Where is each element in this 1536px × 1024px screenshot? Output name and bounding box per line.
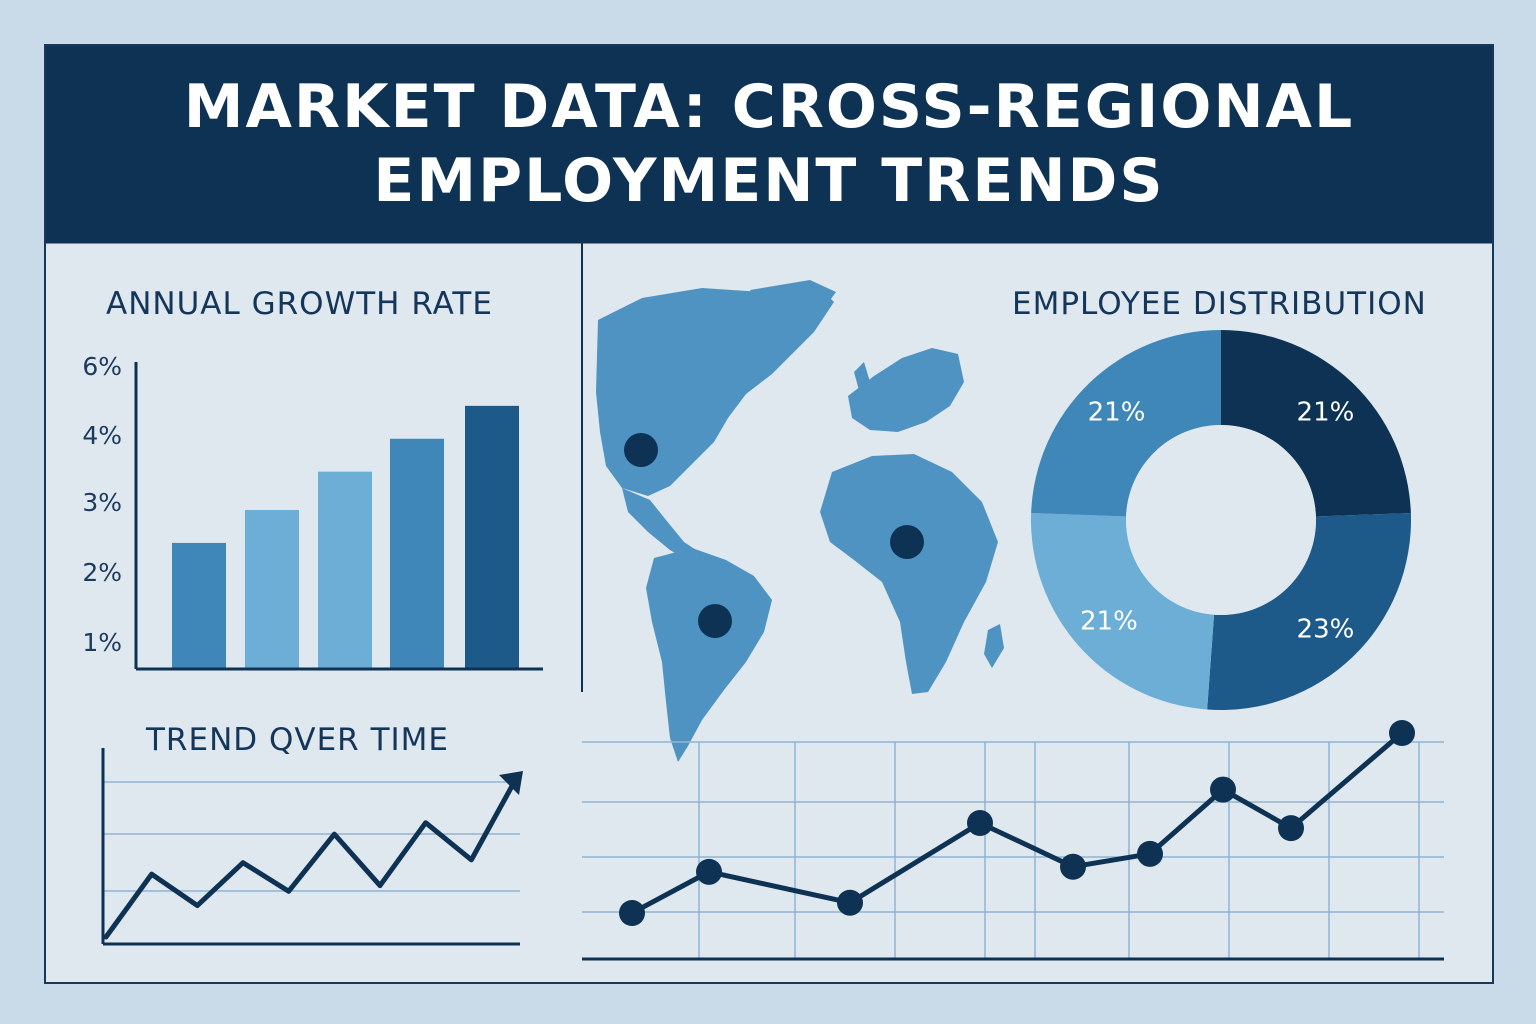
africa-shape: [820, 454, 998, 694]
trend-chart-title: TREND QVER TIME: [146, 722, 449, 758]
donut-chart-title: EMPLOYEE DISTRIBUTION: [1012, 286, 1427, 322]
regional-point: [1060, 853, 1086, 880]
regional-point: [696, 858, 722, 885]
regional-trend-line-chart: [582, 720, 1444, 961]
trend-arrowhead: [499, 771, 523, 795]
map-marker-south-america: [698, 604, 732, 638]
annual-growth-bar-chart: 6% 4% 3% 2% 1%: [82, 352, 543, 671]
trend-line: [103, 774, 520, 940]
regional-point: [1210, 776, 1236, 803]
donut-slice: [1031, 330, 1221, 517]
bar-y-tick-label: 2%: [82, 558, 122, 587]
regional-point: [619, 900, 645, 926]
bar: [172, 542, 226, 668]
regional-point: [1137, 840, 1163, 867]
central-america-shape: [622, 488, 702, 562]
trend-over-time-line-chart: [101, 748, 523, 946]
dashboard-board: MARKET DATA: CROSS-REGIONAL EMPLOYMENT T…: [44, 44, 1494, 984]
bar: [390, 438, 444, 668]
panel-dividers: [46, 240, 1492, 692]
map-marker-north-america: [624, 433, 658, 467]
bar-y-tick-label: 6%: [82, 352, 122, 381]
south-america-shape: [646, 548, 772, 762]
bar: [318, 471, 372, 668]
title-banner: MARKET DATA: CROSS-REGIONAL EMPLOYMENT T…: [46, 46, 1492, 242]
donut-slice-label: 21%: [1080, 606, 1138, 636]
bar-y-tick-label: 4%: [82, 421, 122, 450]
map-marker-africa: [890, 525, 924, 559]
bar-y-tick-label: 1%: [82, 628, 122, 657]
regional-point: [967, 810, 993, 836]
donut-slice-label: 21%: [1297, 398, 1355, 428]
madagascar-shape: [984, 624, 1004, 668]
uk-shape: [854, 362, 870, 394]
employee-distribution-donut-chart: 21% 23% 21% 21%: [1031, 330, 1412, 711]
bar: [465, 405, 519, 668]
bar: [245, 510, 299, 668]
europe-shape: [848, 348, 964, 432]
world-map: [596, 280, 1004, 762]
donut-slice: [1221, 330, 1411, 517]
bar-y-tick-label: 3%: [82, 488, 122, 517]
regional-point: [1389, 720, 1415, 746]
title-line-1: MARKET DATA: CROSS-REGIONAL: [183, 72, 1355, 142]
donut-slice-label: 23%: [1297, 614, 1355, 644]
donut-slice: [1207, 513, 1412, 711]
donut-hole: [1126, 425, 1316, 615]
donut-slice-label: 21%: [1088, 398, 1146, 428]
regional-point: [837, 889, 863, 916]
charts-canvas: 6% 4% 3% 2% 1% 21% 23% 21% 21%: [46, 240, 1492, 961]
title-line-2: EMPLOYMENT TRENDS: [373, 146, 1165, 216]
greenland-shape: [750, 280, 836, 330]
regional-point: [1278, 815, 1304, 842]
bar-chart-title: ANNUAL GROWTH RATE: [106, 286, 493, 322]
donut-slice: [1031, 513, 1215, 710]
